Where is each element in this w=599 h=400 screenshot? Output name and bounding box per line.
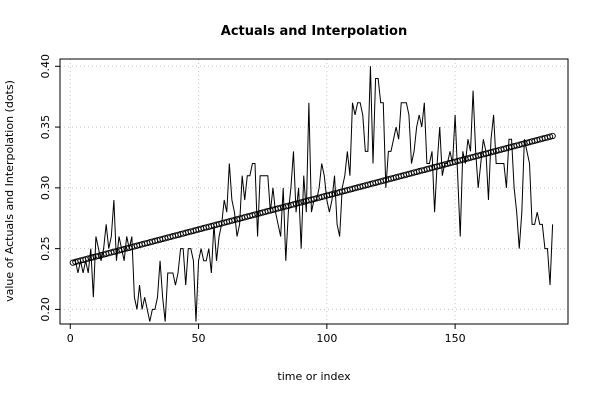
actuals-line <box>72 66 554 322</box>
x-tick-label-2: 100 <box>316 332 337 345</box>
x-tick-label-3: 150 <box>445 332 466 345</box>
interp-point-187 <box>546 133 554 140</box>
interp-point-188 <box>549 132 556 140</box>
y-axis: 0.20 0.25 0.30 0.35 0.40 <box>39 54 60 322</box>
y-tick-label-0: 0.20 <box>39 297 52 322</box>
actuals-series <box>72 66 554 322</box>
y-axis-label: value of Actuals and Interpolation (dots… <box>3 80 16 302</box>
x-axis-label: time or index <box>277 370 351 383</box>
plot-frame <box>59 58 569 325</box>
y-tick-label-2: 0.30 <box>39 176 52 201</box>
y-tick-label-4: 0.40 <box>39 54 52 79</box>
y-tick-label-3: 0.35 <box>39 115 52 140</box>
interpolation-series <box>69 132 556 266</box>
chart-title: Actuals and Interpolation <box>221 24 407 39</box>
x-tick-label-0: 0 <box>67 332 74 345</box>
y-tick-label-1: 0.25 <box>39 236 52 261</box>
x-axis: 0 50 100 150 <box>67 324 466 345</box>
x-tick-label-1: 50 <box>192 332 206 345</box>
grid <box>60 59 568 324</box>
